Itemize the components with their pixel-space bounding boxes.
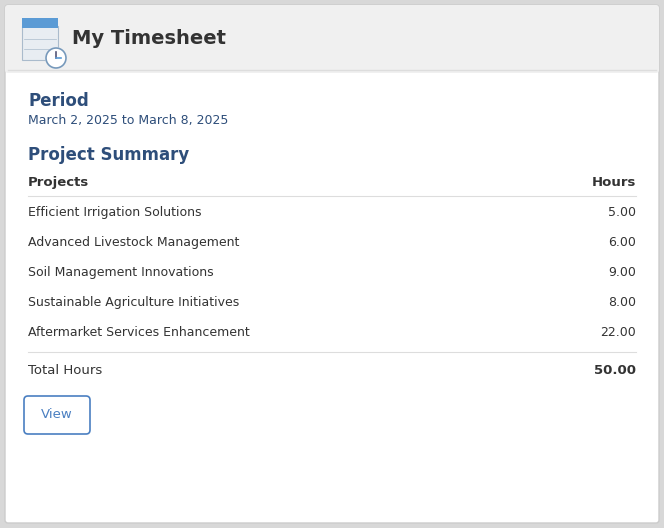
Text: 50.00: 50.00 — [594, 364, 636, 377]
Text: 22.00: 22.00 — [600, 326, 636, 339]
FancyBboxPatch shape — [22, 26, 58, 60]
FancyBboxPatch shape — [24, 396, 90, 434]
Text: 8.00: 8.00 — [608, 296, 636, 309]
Text: Project Summary: Project Summary — [28, 146, 189, 164]
Text: View: View — [41, 409, 73, 421]
FancyBboxPatch shape — [5, 5, 659, 73]
Text: Sustainable Agriculture Initiatives: Sustainable Agriculture Initiatives — [28, 296, 239, 309]
Text: Efficient Irrigation Solutions: Efficient Irrigation Solutions — [28, 206, 201, 219]
FancyBboxPatch shape — [22, 18, 58, 28]
Text: Period: Period — [28, 92, 89, 110]
Text: Projects: Projects — [28, 176, 89, 189]
Text: Soil Management Innovations: Soil Management Innovations — [28, 266, 214, 279]
Text: March 2, 2025 to March 8, 2025: March 2, 2025 to March 8, 2025 — [28, 114, 228, 127]
Text: Advanced Livestock Management: Advanced Livestock Management — [28, 236, 240, 249]
Text: Aftermarket Services Enhancement: Aftermarket Services Enhancement — [28, 326, 250, 339]
Text: My Timesheet: My Timesheet — [72, 30, 226, 49]
Text: Hours: Hours — [592, 176, 636, 189]
FancyBboxPatch shape — [5, 5, 659, 523]
Text: 5.00: 5.00 — [608, 206, 636, 219]
Text: Total Hours: Total Hours — [28, 364, 102, 377]
Text: 9.00: 9.00 — [608, 266, 636, 279]
Circle shape — [46, 48, 66, 68]
Text: 6.00: 6.00 — [608, 236, 636, 249]
